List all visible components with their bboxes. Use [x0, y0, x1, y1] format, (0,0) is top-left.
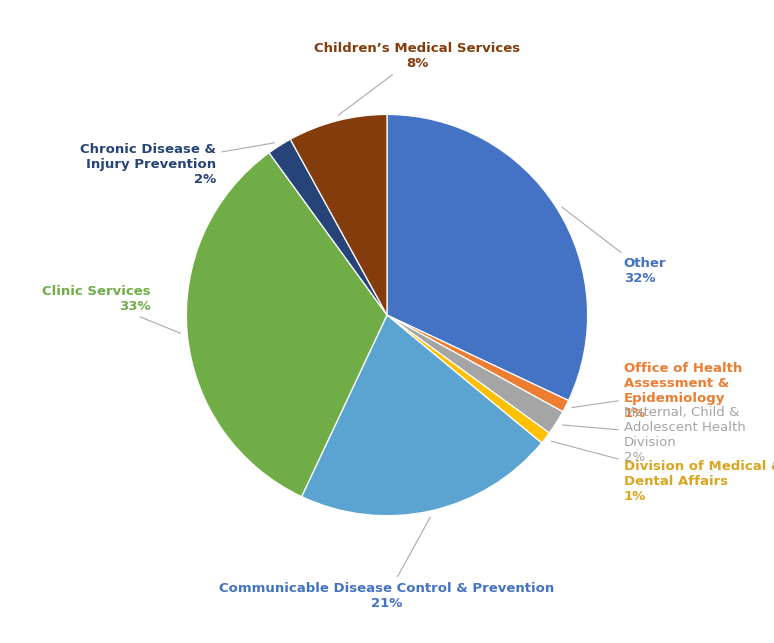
Wedge shape	[387, 315, 563, 433]
Text: Other
32%: Other 32%	[562, 207, 666, 285]
Wedge shape	[269, 140, 387, 315]
Wedge shape	[302, 315, 542, 516]
Text: Chronic Disease &
Injury Prevention
2%: Chronic Disease & Injury Prevention 2%	[80, 143, 275, 186]
Text: Office of Health
Assessment &
Epidemiology
1%: Office of Health Assessment & Epidemiolo…	[572, 362, 742, 421]
Wedge shape	[187, 153, 387, 496]
Text: Clinic Services
33%: Clinic Services 33%	[42, 285, 180, 333]
Text: Communicable Disease Control & Prevention
21%: Communicable Disease Control & Preventio…	[219, 517, 555, 610]
Wedge shape	[387, 114, 587, 401]
Text: Children’s Medical Services
8%: Children’s Medical Services 8%	[314, 42, 520, 115]
Wedge shape	[387, 315, 569, 412]
Wedge shape	[387, 315, 550, 443]
Wedge shape	[290, 114, 387, 315]
Text: Division of Medical &
Dental Affairs
1%: Division of Medical & Dental Affairs 1%	[551, 441, 774, 503]
Text: Maternal, Child &
Adolescent Health
Division
2%: Maternal, Child & Adolescent Health Divi…	[563, 406, 745, 464]
